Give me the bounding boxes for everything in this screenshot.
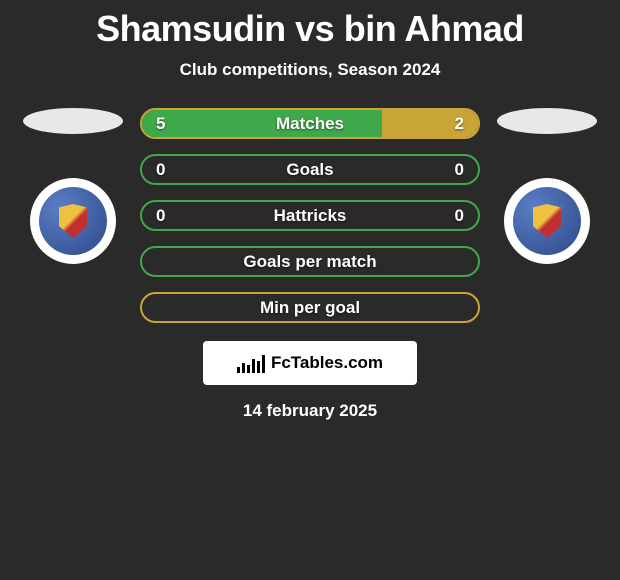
comparison-body: 5 2 Matches 0 0 Goals 0 0 Hattricks Goals per mat… [0, 108, 620, 323]
stat-row: 0 0 Goals [140, 154, 480, 185]
right-player-photo-placeholder [497, 108, 597, 134]
stat-label: Min per goal [260, 298, 360, 318]
stat-row: 5 2 Matches [140, 108, 480, 139]
bar-chart-icon [237, 353, 265, 373]
right-player-column [492, 108, 602, 264]
brand-text: FcTables.com [271, 353, 383, 373]
right-team-badge [504, 178, 590, 264]
stat-label: Hattricks [274, 206, 347, 226]
stat-value-right: 2 [455, 114, 464, 134]
left-player-photo-placeholder [23, 108, 123, 134]
stat-label: Goals per match [243, 252, 376, 272]
crest-icon [39, 187, 107, 255]
stat-label: Matches [276, 114, 344, 134]
stat-bars: 5 2 Matches 0 0 Goals 0 0 Hattricks Goals per mat… [140, 108, 480, 323]
stat-row: Goals per match [140, 246, 480, 277]
comparison-title: Shamsudin vs bin Ahmad [0, 0, 620, 50]
stat-value-left: 5 [156, 114, 165, 134]
stat-value-left: 0 [156, 206, 165, 226]
snapshot-date: 14 february 2025 [0, 401, 620, 421]
stat-value-right: 0 [455, 160, 464, 180]
left-player-column [18, 108, 128, 264]
comparison-subtitle: Club competitions, Season 2024 [0, 60, 620, 80]
stat-row: 0 0 Hattricks [140, 200, 480, 231]
stat-value-right: 0 [455, 206, 464, 226]
crest-icon [513, 187, 581, 255]
brand-watermark: FcTables.com [203, 341, 417, 385]
stat-row: Min per goal [140, 292, 480, 323]
stat-label: Goals [286, 160, 333, 180]
left-team-badge [30, 178, 116, 264]
stat-value-left: 0 [156, 160, 165, 180]
stat-fill-left [142, 110, 382, 137]
